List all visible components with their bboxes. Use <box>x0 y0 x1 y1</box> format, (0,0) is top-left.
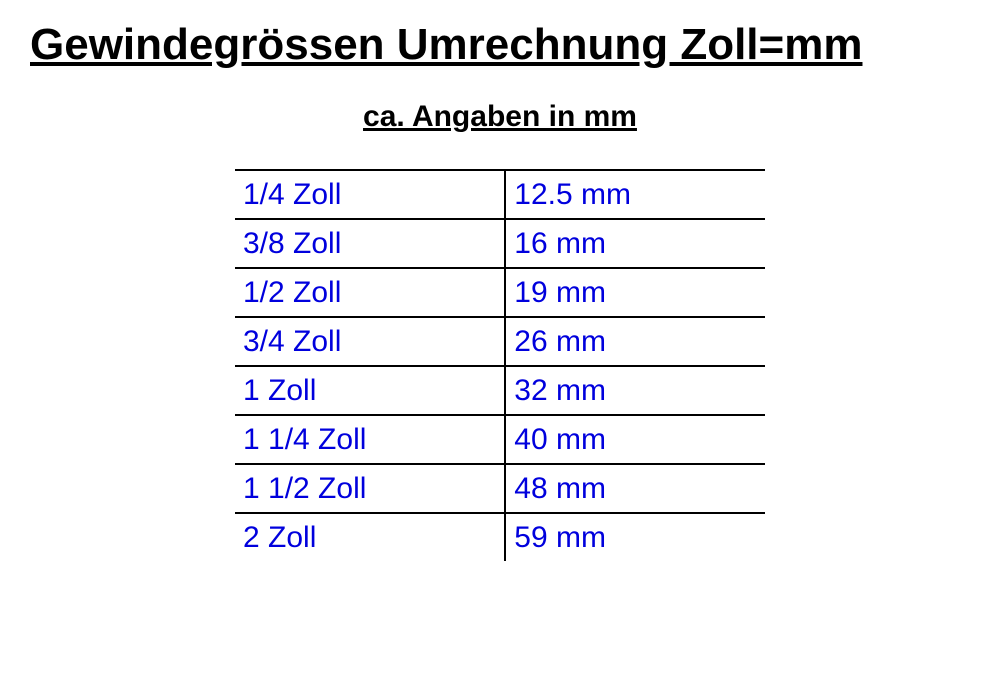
cell-mm: 40 mm <box>505 415 765 464</box>
cell-zoll: 3/8 Zoll <box>235 219 505 268</box>
cell-zoll: 1 1/2 Zoll <box>235 464 505 513</box>
conversion-table-wrap: 1/4 Zoll 12.5 mm 3/8 Zoll 16 mm 1/2 Zoll… <box>30 169 970 561</box>
cell-mm: 16 mm <box>505 219 765 268</box>
table-row: 1 Zoll 32 mm <box>235 366 765 415</box>
table-row: 1 1/4 Zoll 40 mm <box>235 415 765 464</box>
cell-mm: 12.5 mm <box>505 170 765 219</box>
cell-zoll: 1/4 Zoll <box>235 170 505 219</box>
table-row: 3/8 Zoll 16 mm <box>235 219 765 268</box>
page-title: Gewindegrössen Umrechnung Zoll=mm <box>30 20 970 70</box>
table-row: 1 1/2 Zoll 48 mm <box>235 464 765 513</box>
cell-zoll: 3/4 Zoll <box>235 317 505 366</box>
cell-zoll: 1/2 Zoll <box>235 268 505 317</box>
table-row: 1/2 Zoll 19 mm <box>235 268 765 317</box>
cell-mm: 32 mm <box>505 366 765 415</box>
cell-mm: 48 mm <box>505 464 765 513</box>
cell-zoll: 1 Zoll <box>235 366 505 415</box>
conversion-table: 1/4 Zoll 12.5 mm 3/8 Zoll 16 mm 1/2 Zoll… <box>235 169 765 561</box>
table-row: 2 Zoll 59 mm <box>235 513 765 561</box>
cell-zoll: 1 1/4 Zoll <box>235 415 505 464</box>
table-row: 1/4 Zoll 12.5 mm <box>235 170 765 219</box>
cell-mm: 59 mm <box>505 513 765 561</box>
table-row: 3/4 Zoll 26 mm <box>235 317 765 366</box>
cell-zoll: 2 Zoll <box>235 513 505 561</box>
cell-mm: 19 mm <box>505 268 765 317</box>
page-subtitle: ca. Angaben in mm <box>30 100 970 134</box>
cell-mm: 26 mm <box>505 317 765 366</box>
